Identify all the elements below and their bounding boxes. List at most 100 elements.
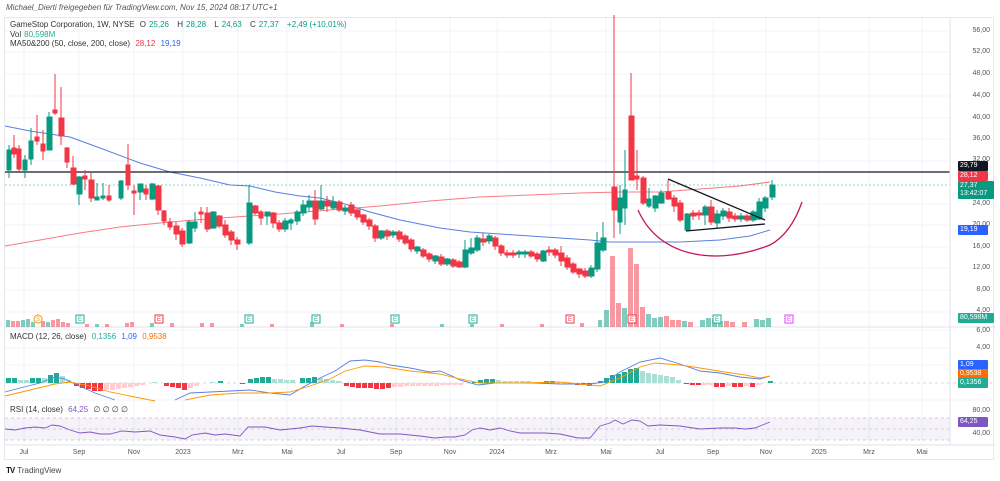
price-tick: 36,00 [972, 135, 990, 142]
macd-hist-value: 0,1356 [91, 332, 117, 341]
macd-value: 1,09 [121, 332, 137, 341]
svg-text:E: E [314, 317, 318, 323]
rsi-tick: 40,00 [972, 430, 990, 437]
close-label: C [250, 20, 256, 29]
price-tick: 4,00 [976, 307, 990, 314]
ma50-value: 28,12 [135, 39, 156, 48]
low-value: 24,63 [221, 20, 242, 29]
rsi-tag: 64,25 [958, 417, 988, 427]
tradingview-logo-icon: TV [6, 466, 15, 475]
event-markers[interactable]: S E E E E E E E E E E [33, 314, 794, 324]
price-tick: 48,00 [972, 70, 990, 77]
price-tick: 16,00 [972, 243, 990, 250]
time-tick: Sep [706, 449, 720, 456]
earnings-event-icon [154, 314, 164, 324]
time-tick: 2023 [175, 449, 191, 456]
time-tick: Jul [655, 449, 665, 456]
macd-tick: 4,00 [976, 344, 990, 351]
volume-bars [6, 248, 771, 327]
pattern-drawings[interactable] [637, 178, 803, 257]
time-tick: 2025 [811, 449, 827, 456]
tradingview-brand[interactable]: TV TradingView [6, 466, 61, 475]
split-event-icon [33, 314, 43, 324]
support-trendline [685, 223, 766, 232]
earnings-event-icon [784, 314, 794, 324]
macd-tag: 1,09 [958, 360, 988, 370]
time-tick: 2024 [489, 449, 505, 456]
svg-text:E: E [787, 317, 791, 323]
time-tick: Mrz [545, 449, 557, 456]
price-tick: 20,00 [972, 221, 990, 228]
ma-legend[interactable]: MA50&200 (50, close, 200, close) 28,12 1… [10, 39, 184, 48]
brand-name: TradingView [17, 466, 62, 475]
rsi-value: 64,25 [68, 405, 89, 414]
earnings-event-icon [311, 314, 321, 324]
time-tick: Mai [281, 449, 293, 456]
descending-trendline [667, 178, 766, 221]
earnings-event-icon [75, 314, 85, 324]
price-tick: 32,00 [972, 156, 990, 163]
time-tick: Nov [759, 449, 773, 456]
macd-tick: 6,00 [976, 327, 990, 334]
high-value: 28,28 [186, 20, 207, 29]
earnings-event-icon [390, 314, 400, 324]
cup-curve [637, 201, 803, 257]
resistance-price-tag: 29,79 [958, 161, 988, 171]
time-tick: Sep [72, 449, 86, 456]
svg-text:E: E [157, 317, 161, 323]
macd-histogram [6, 368, 773, 391]
rsi-tick: 80,00 [972, 407, 990, 414]
time-tick: Mrz [232, 449, 244, 456]
price-tick: 8,00 [976, 286, 990, 293]
svg-text:E: E [247, 317, 251, 323]
rsi-extras: ∅ ∅ ∅ ∅ [93, 405, 128, 414]
time-tick: Nov [443, 449, 457, 456]
svg-text:S: S [36, 317, 40, 323]
time-tick: Nov [127, 449, 141, 456]
signal-value: 0,9538 [142, 332, 167, 341]
horizontal-grid [5, 30, 995, 401]
high-label: H [177, 20, 184, 29]
volume-tag: 80,598M [958, 313, 994, 323]
earnings-event-icon [627, 314, 637, 324]
ma200-price-tag: 19,19 [958, 225, 988, 235]
ma-label: MA50&200 (50, close, 200, close) [10, 39, 131, 48]
open-value: 25,26 [148, 20, 169, 29]
bar-countdown: 13:42:07 [960, 190, 988, 197]
svg-text:E: E [715, 317, 719, 323]
earnings-event-icon [712, 314, 722, 324]
price-tick: 52,00 [972, 48, 990, 55]
signal-tag: 0,9538 [958, 369, 988, 379]
histogram-tag: 0,1356 [958, 378, 988, 388]
last-price-tag: 27,37 13:42:07 [958, 181, 994, 199]
low-label: L [214, 20, 219, 29]
svg-text:E: E [568, 317, 572, 323]
close-value: 27,37 [258, 20, 279, 29]
shared-by-caption: Michael_Dierti freigegeben für TradingVi… [6, 3, 278, 12]
time-tick: Mai [916, 449, 928, 456]
time-tick: Jul [19, 449, 29, 456]
last-price-value: 27,37 [960, 182, 978, 189]
rsi-label: RSI (14, close) [10, 405, 63, 414]
price-tick: 24,00 [972, 200, 990, 207]
price-tick: 40,00 [972, 114, 990, 121]
svg-text:E: E [78, 317, 82, 323]
macd-legend[interactable]: MACD (12, 26, close) 0,1356 1,09 0,9538 [10, 332, 170, 341]
time-tick: Sep [389, 449, 403, 456]
signal-line [4, 362, 771, 402]
earnings-event-icon [244, 314, 254, 324]
svg-text:E: E [393, 317, 397, 323]
time-tick: Mrz [863, 449, 875, 456]
rsi-line [4, 419, 771, 440]
volume-legend[interactable]: Vol 80,598M [10, 30, 58, 39]
earnings-event-icon [565, 314, 575, 324]
svg-text:E: E [630, 317, 634, 323]
chart-frame [4, 17, 994, 460]
rsi-legend[interactable]: RSI (14, close) 64,25 ∅ ∅ ∅ ∅ [10, 405, 131, 414]
ma200-value: 19,19 [160, 39, 181, 48]
time-tick: Jul [336, 449, 346, 456]
vertical-grid [23, 18, 923, 445]
symbol-title: GameStop Corporation, 1W, NYSE [10, 20, 135, 29]
